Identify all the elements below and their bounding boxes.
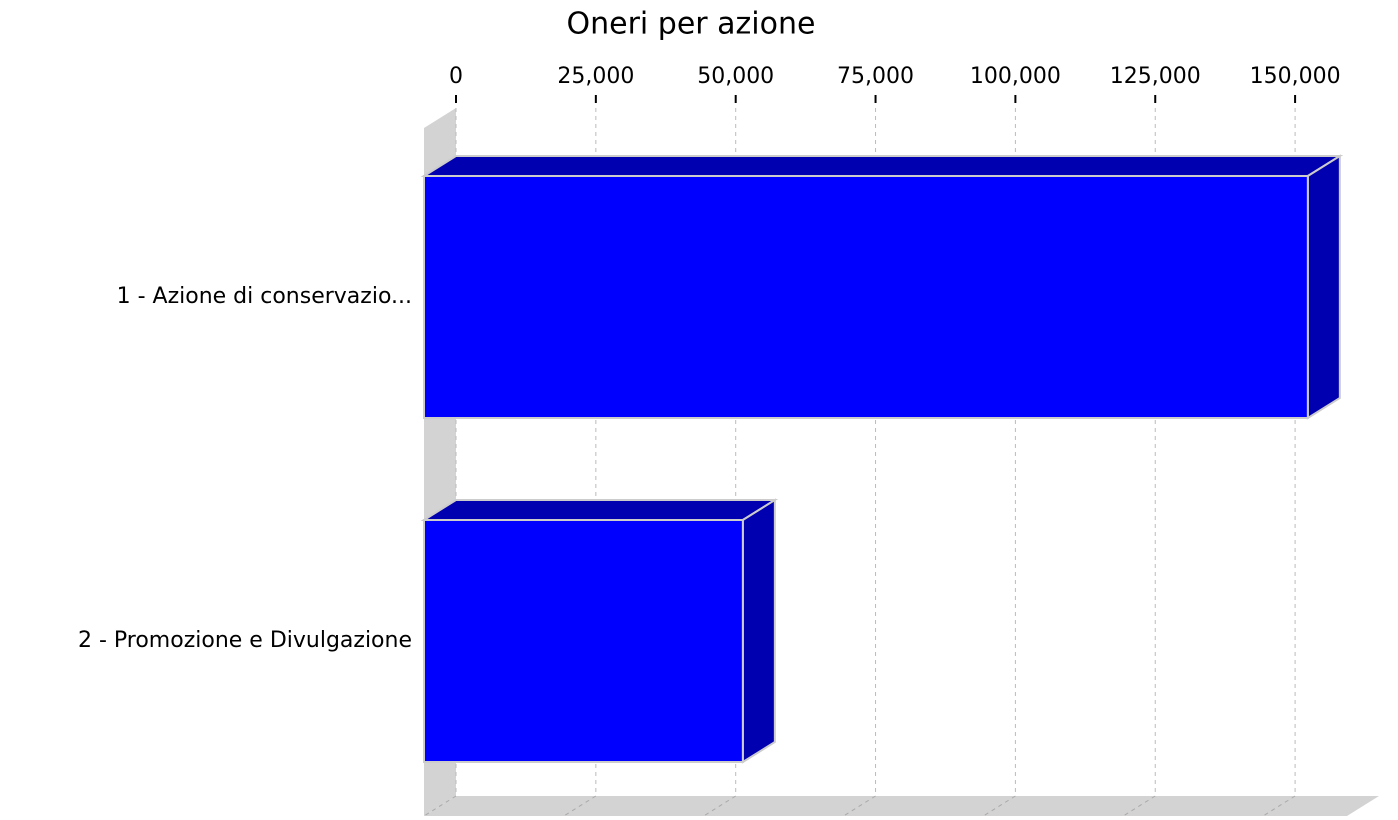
x-tick-label: 150,000 bbox=[1250, 64, 1341, 89]
grid-line bbox=[983, 795, 1016, 817]
bar-front bbox=[423, 175, 1309, 419]
grid-line bbox=[703, 795, 736, 817]
x-tick-label: 100,000 bbox=[970, 64, 1061, 89]
chart-title: Oneri per azione bbox=[567, 7, 816, 42]
x-tick-label: 50,000 bbox=[697, 64, 774, 89]
floor bbox=[424, 796, 1379, 816]
grid-line bbox=[1262, 795, 1296, 817]
grid-line bbox=[563, 795, 597, 817]
grid-line bbox=[1122, 795, 1156, 817]
bar-top bbox=[420, 155, 1344, 177]
bar bbox=[420, 154, 1344, 420]
x-tick-label: 75,000 bbox=[837, 64, 914, 89]
bar-side bbox=[1306, 154, 1341, 420]
grid-line bbox=[843, 795, 876, 817]
grid-line bbox=[423, 795, 457, 817]
bar-side bbox=[741, 498, 776, 764]
y-tick-label: 2 - Promozione e Divulgazione bbox=[78, 628, 412, 653]
bar-front bbox=[423, 519, 744, 763]
x-tick-label: 0 bbox=[449, 64, 463, 89]
y-tick-label: 1 - Azione di conservazio... bbox=[117, 284, 412, 309]
x-tick-label: 125,000 bbox=[1110, 64, 1201, 89]
bar bbox=[420, 498, 779, 764]
bar-top bbox=[420, 499, 779, 521]
x-tick-label: 25,000 bbox=[557, 64, 634, 89]
